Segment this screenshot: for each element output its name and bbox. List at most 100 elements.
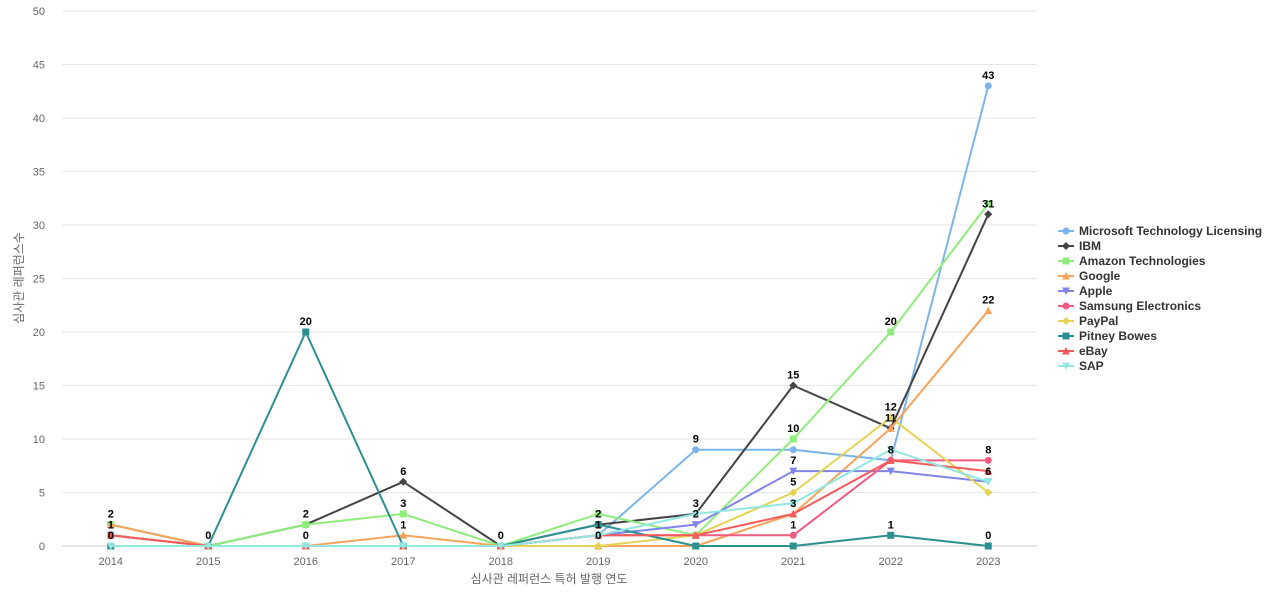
data-point <box>302 328 310 336</box>
legend-label: SAP <box>1079 359 1104 373</box>
legend-marker <box>1062 302 1070 310</box>
data-label: 20 <box>885 316 897 328</box>
data-point <box>886 413 895 422</box>
data-label: 9 <box>693 434 699 446</box>
x-tick-label: 2022 <box>879 556 903 568</box>
data-label: 3 <box>790 498 796 510</box>
data-point <box>399 510 407 518</box>
legend-marker <box>1062 287 1070 295</box>
data-label: 2 <box>595 509 601 521</box>
data-label: 1 <box>400 519 406 531</box>
legend-item[interactable]: SAP <box>1058 359 1104 373</box>
data-label: 31 <box>982 198 994 210</box>
data-point <box>106 542 115 550</box>
data-point <box>691 521 700 529</box>
legend-marker <box>1062 227 1070 235</box>
data-label: 12 <box>885 402 897 414</box>
series-3 <box>106 306 993 550</box>
legend-item[interactable]: Apple <box>1058 284 1113 298</box>
data-label: 0 <box>205 530 211 542</box>
y-tick-label: 30 <box>33 220 45 232</box>
legend-item[interactable]: Google <box>1058 269 1121 283</box>
series-line <box>110 416 989 547</box>
legend-marker <box>1062 257 1070 265</box>
data-point <box>692 542 700 550</box>
series-4 <box>106 467 993 550</box>
data-point <box>984 456 992 464</box>
data-label: 1 <box>888 519 894 531</box>
legend-label: Google <box>1079 269 1121 283</box>
data-point <box>886 467 895 476</box>
series-2 <box>107 200 992 550</box>
data-point <box>789 499 798 508</box>
data-label: 20 <box>300 316 312 328</box>
data-label: 0 <box>108 530 114 542</box>
y-axis-title: 심사관 레퍼런스수 <box>12 232 26 324</box>
data-point <box>789 467 798 476</box>
legend-item[interactable]: Pitney Bowes <box>1058 329 1157 343</box>
data-point <box>789 435 797 443</box>
x-tick-label: 2014 <box>99 556 123 568</box>
series-1 <box>106 210 993 550</box>
data-point <box>594 531 603 540</box>
data-label: 11 <box>885 412 897 424</box>
data-point <box>399 531 408 539</box>
series-line <box>110 331 989 547</box>
data-point <box>984 210 993 219</box>
data-point <box>496 542 505 550</box>
x-tick-label: 2017 <box>391 556 415 568</box>
y-tick-label: 45 <box>33 60 45 72</box>
data-point <box>886 424 895 432</box>
legend-item[interactable]: PayPal <box>1058 314 1118 328</box>
series-line <box>110 213 990 547</box>
data-point <box>984 542 992 550</box>
data-label: 0 <box>498 530 504 542</box>
data-point <box>594 542 603 550</box>
y-tick-label: 20 <box>33 327 45 339</box>
data-point <box>984 488 993 497</box>
legend-item[interactable]: Amazon Technologies <box>1058 254 1206 268</box>
data-point <box>594 521 602 529</box>
data-label: 7 <box>790 455 796 467</box>
legend-label: eBay <box>1079 344 1108 358</box>
x-tick-label: 2020 <box>684 556 708 568</box>
legend-item[interactable]: eBay <box>1058 344 1108 358</box>
data-point <box>106 531 115 539</box>
y-tick-label: 35 <box>33 167 45 179</box>
legend-marker <box>1062 347 1070 355</box>
data-label: 8 <box>888 444 894 456</box>
data-label: 3 <box>693 498 699 510</box>
data-point <box>886 446 895 454</box>
data-point <box>399 542 408 550</box>
data-point <box>691 531 700 539</box>
data-label: 22 <box>982 295 994 307</box>
data-point <box>789 509 798 518</box>
data-point <box>984 82 992 90</box>
legend: Microsoft Technology LicensingIBMAmazon … <box>1058 224 1262 373</box>
data-point <box>399 477 408 486</box>
legend-marker <box>1062 332 1070 340</box>
x-tick-label: 2019 <box>586 556 610 568</box>
data-point <box>984 306 993 315</box>
legend-item[interactable]: Samsung Electronics <box>1058 299 1201 313</box>
legend-item[interactable]: IBM <box>1058 239 1101 253</box>
data-point <box>984 200 992 208</box>
series-9 <box>106 446 993 550</box>
data-point <box>789 488 798 497</box>
x-tick-label: 2021 <box>781 556 805 568</box>
data-point <box>204 542 213 550</box>
data-label: 43 <box>982 70 994 82</box>
data-label: 0 <box>985 530 991 542</box>
y-tick-label: 0 <box>39 541 45 553</box>
data-label: 3 <box>400 498 406 510</box>
legend-label: PayPal <box>1079 314 1118 328</box>
data-point <box>789 381 798 390</box>
y-tick-label: 50 <box>33 6 45 18</box>
y-tick-label: 40 <box>33 113 45 125</box>
legend-label: Apple <box>1079 284 1113 298</box>
legend-label: IBM <box>1079 239 1101 253</box>
data-point <box>984 467 993 475</box>
legend-item[interactable]: Microsoft Technology Licensing <box>1058 224 1262 238</box>
data-point <box>692 446 700 454</box>
y-tick-label: 25 <box>33 274 45 286</box>
